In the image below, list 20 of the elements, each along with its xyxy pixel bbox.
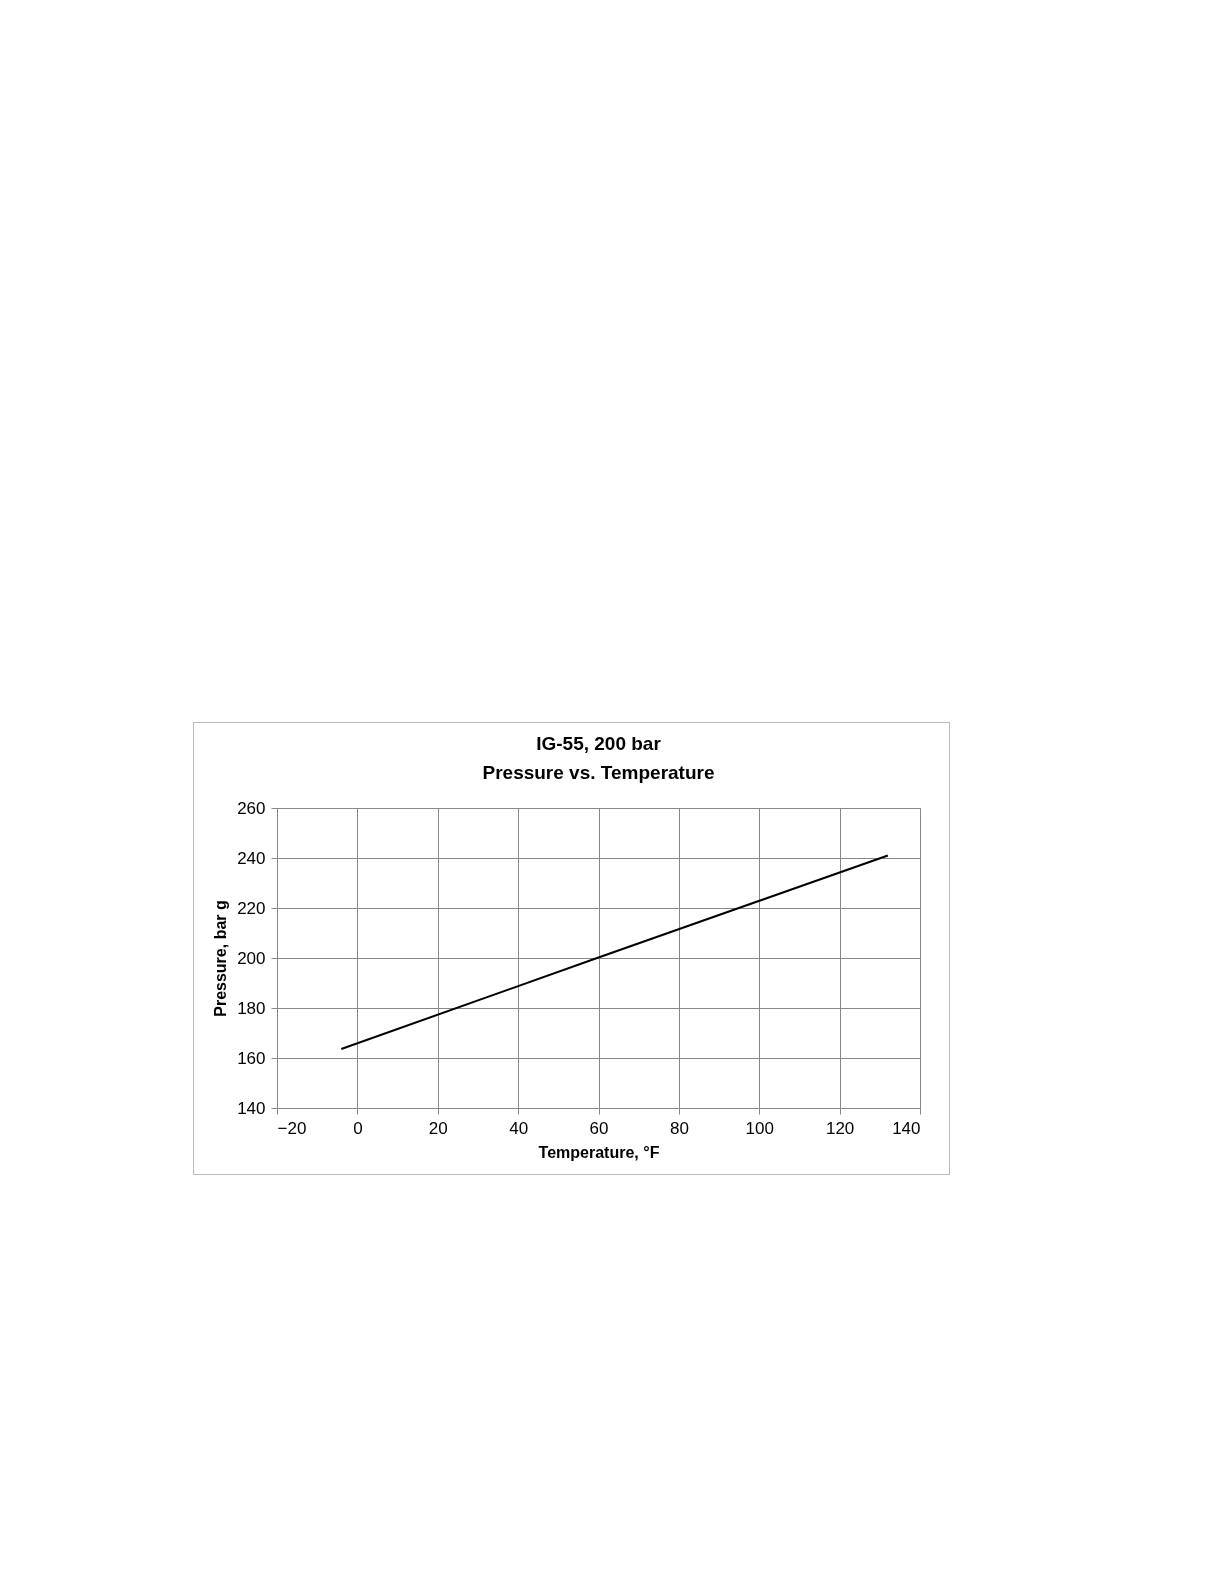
- x-tick-label: 40: [509, 1118, 529, 1138]
- x-axis-title: Temperature, °F: [538, 1143, 660, 1161]
- x-tick-label: 20: [428, 1118, 448, 1138]
- x-tick-label: 120: [825, 1118, 855, 1138]
- x-tick-label: 0: [353, 1118, 363, 1138]
- text: IG-55, 200 bar: [536, 733, 661, 754]
- y-tick-label: 160: [237, 1048, 266, 1068]
- x-tick-label: 60: [589, 1118, 609, 1138]
- text: Pressure vs. Temperature: [482, 762, 715, 783]
- x-tick-label: −20: [277, 1118, 307, 1138]
- y-tick-label: 220: [237, 898, 266, 918]
- y-tick-label: 240: [237, 848, 266, 868]
- y-axis-title: Pressure, bar g: [212, 900, 230, 1017]
- y-tick-label: 260: [237, 798, 266, 818]
- x-tick-label: 80: [669, 1118, 689, 1138]
- y-tick-label: 180: [237, 998, 266, 1018]
- x-tick-label: 100: [745, 1118, 774, 1138]
- x-tick-label: 140: [892, 1118, 921, 1138]
- y-tick-label: 200: [237, 948, 266, 968]
- y-tick-label: 140: [237, 1098, 266, 1118]
